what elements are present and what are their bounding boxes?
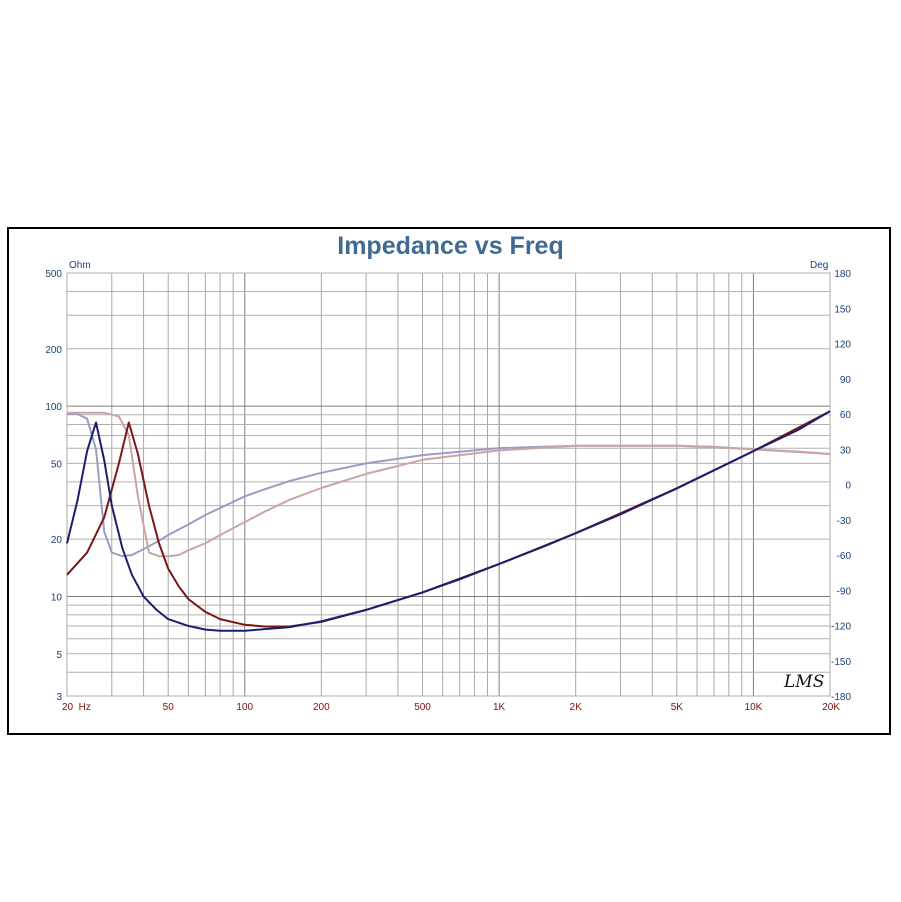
y-left-tick-label: 200 (45, 345, 62, 356)
y-right-tick-label: -90 (837, 586, 852, 597)
y-right-tick-label: 30 (840, 445, 852, 456)
y-left-tick-label: 10 (51, 592, 63, 603)
x-tick-label: 50 (163, 702, 175, 713)
series-line-impedance-0 (66, 410, 831, 632)
chart-title: Impedance vs Freq (337, 232, 564, 260)
y-right-unit: Deg (810, 260, 828, 271)
lms-signature: LMS (783, 672, 824, 692)
y-right-tick-label: 180 (834, 269, 851, 280)
y-right-tick-label: -180 (831, 692, 851, 703)
x-tick-label: 200 (313, 702, 330, 713)
x-tick-label: 1K (493, 702, 506, 713)
tick-labels: 500 200 100 50 20 10 5 3 180 150 120 90 60 30 0 -30 -60 -… (45, 269, 851, 713)
plot-area (66, 272, 831, 697)
x-tick-label: 20 Hz (62, 702, 91, 713)
x-tick-label: 10K (745, 702, 763, 713)
x-tick-label: 20K (822, 702, 840, 713)
y-left-tick-label: 50 (51, 459, 63, 470)
y-right-tick-label: 0 (845, 481, 851, 492)
y-right-tick-label: -30 (837, 516, 852, 527)
series-group (66, 410, 831, 632)
y-left-unit: Ohm (69, 260, 91, 271)
grid (66, 272, 831, 697)
y-right-tick-label: -150 (831, 657, 851, 668)
series-line-phase-3 (67, 411, 831, 558)
y-left-tick-label: 20 (51, 535, 63, 546)
y-left-tick-label: 3 (56, 692, 62, 703)
x-tick-label: 100 (236, 702, 253, 713)
x-tick-label: 2K (570, 702, 583, 713)
y-right-tick-label: 120 (834, 340, 851, 351)
y-right-tick-label: 150 (834, 304, 851, 315)
y-right-tick-label: 60 (840, 410, 852, 421)
y-left-tick-label: 100 (45, 402, 62, 413)
x-tick-label: 500 (414, 702, 431, 713)
y-left-tick-label: 500 (45, 269, 62, 280)
y-right-tick-label: -120 (831, 622, 851, 633)
x-tick-label: 5K (671, 702, 684, 713)
y-right-tick-label: -60 (837, 551, 852, 562)
y-left-tick-label: 5 (56, 650, 62, 661)
y-right-tick-label: 90 (840, 375, 852, 386)
